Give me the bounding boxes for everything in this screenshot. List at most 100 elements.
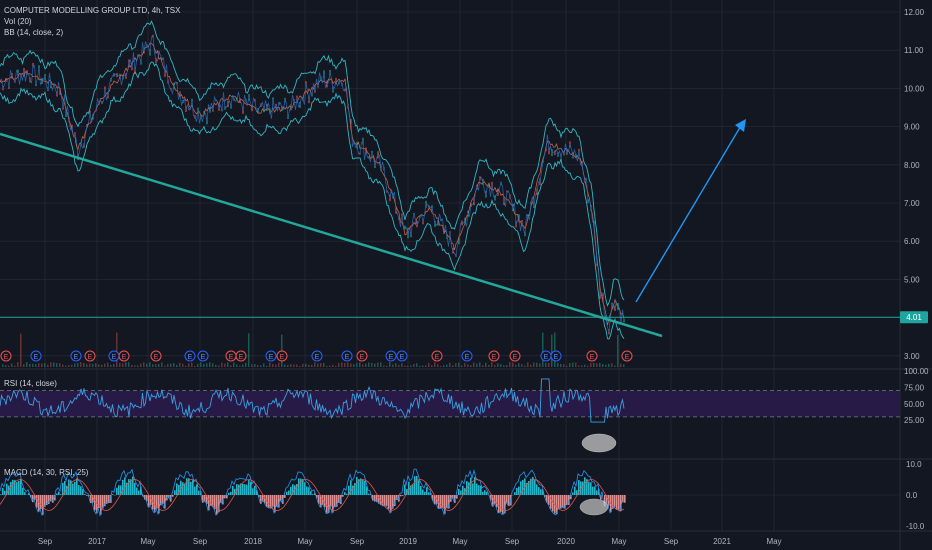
earnings-marker[interactable] bbox=[265, 350, 277, 362]
volume-bar bbox=[332, 364, 334, 367]
earnings-marker[interactable] bbox=[197, 350, 209, 362]
macd-histogram-bar bbox=[384, 495, 386, 507]
macd-histogram-bar bbox=[494, 495, 496, 505]
volume-bar bbox=[401, 363, 403, 367]
macd-histogram-bar bbox=[540, 489, 542, 495]
macd-histogram-bar bbox=[364, 480, 366, 495]
volume-bar bbox=[554, 332, 556, 367]
earnings-marker[interactable] bbox=[509, 350, 521, 362]
earnings-marker[interactable] bbox=[621, 350, 633, 362]
macd-histogram-bar bbox=[334, 495, 336, 508]
macd-histogram-bar bbox=[594, 486, 596, 495]
macd-histogram-bar bbox=[538, 487, 540, 495]
macd-histogram-bar bbox=[552, 495, 554, 512]
rsi-pane[interactable] bbox=[0, 378, 900, 453]
volume-bar bbox=[533, 362, 535, 367]
volume-bar bbox=[539, 363, 541, 367]
volume-bar bbox=[173, 363, 175, 367]
macd-histogram-bar bbox=[276, 495, 278, 507]
earnings-marker-label: E bbox=[465, 354, 470, 361]
macd-histogram-bar bbox=[66, 485, 68, 495]
earnings-marker[interactable] bbox=[356, 350, 368, 362]
earnings-marker[interactable] bbox=[431, 350, 443, 362]
volume-bar bbox=[287, 365, 289, 367]
volume-bar bbox=[185, 365, 187, 367]
volume-bar bbox=[233, 362, 235, 367]
volume-bar bbox=[152, 364, 154, 367]
earnings-marker-label: E bbox=[4, 354, 9, 361]
earnings-marker[interactable] bbox=[276, 350, 288, 362]
macd-histogram-bar bbox=[526, 482, 528, 495]
macd-histogram-bar bbox=[620, 495, 622, 512]
macd-histogram-bar bbox=[380, 495, 382, 505]
rsi-highlight-ellipse[interactable] bbox=[581, 433, 617, 453]
earnings-marker[interactable] bbox=[118, 350, 130, 362]
macd-histogram-bar bbox=[576, 490, 578, 495]
earnings-marker-label: E bbox=[112, 354, 117, 361]
earnings-marker[interactable] bbox=[586, 350, 598, 362]
macd-histogram-bar bbox=[546, 495, 548, 503]
earnings-marker[interactable] bbox=[396, 350, 408, 362]
volume-bar bbox=[101, 364, 103, 367]
earnings-marker[interactable] bbox=[84, 350, 96, 362]
macd-histogram-bar bbox=[70, 480, 72, 495]
earnings-marker-label: E bbox=[188, 354, 193, 361]
earnings-marker[interactable] bbox=[184, 350, 196, 362]
earnings-marker[interactable] bbox=[385, 350, 397, 362]
macd-histogram-bar bbox=[530, 478, 532, 495]
earnings-marker[interactable] bbox=[488, 350, 500, 362]
descending-trendline[interactable] bbox=[0, 132, 663, 338]
volume-bar bbox=[311, 364, 313, 367]
volume-bar bbox=[404, 365, 406, 367]
earnings-marker[interactable] bbox=[150, 350, 162, 362]
volume-bar bbox=[125, 362, 127, 367]
macd-histogram-bar bbox=[260, 495, 262, 504]
earnings-marker[interactable] bbox=[30, 350, 42, 362]
volume-bar bbox=[182, 363, 184, 367]
earnings-marker-label: E bbox=[345, 354, 350, 361]
volume-bar bbox=[206, 363, 208, 367]
macd-histogram-bar bbox=[376, 495, 378, 503]
macd-histogram-bar bbox=[472, 483, 474, 495]
volume-bar bbox=[488, 364, 490, 367]
earnings-marker[interactable] bbox=[311, 350, 323, 362]
macd-histogram-bar bbox=[302, 479, 304, 495]
earnings-marker[interactable] bbox=[235, 350, 247, 362]
macd-histogram-bar bbox=[36, 495, 38, 508]
macd-histogram-bar bbox=[446, 495, 448, 508]
macd-histogram-bar bbox=[478, 485, 480, 495]
time-axis-label: Sep bbox=[193, 537, 208, 546]
volume-bar bbox=[299, 365, 301, 367]
chart-title: COMPUTER MODELLING GROUP LTD, 4h, TSX bbox=[4, 6, 181, 15]
earnings-marker[interactable] bbox=[461, 350, 473, 362]
macd-histogram-bar bbox=[60, 494, 62, 495]
macd-histogram-bar bbox=[528, 481, 530, 495]
volume-bar bbox=[494, 364, 496, 367]
earnings-marker[interactable] bbox=[70, 350, 82, 362]
macd-histogram-bar bbox=[344, 492, 346, 495]
earnings-marker[interactable] bbox=[550, 350, 562, 362]
volume-bar bbox=[410, 365, 412, 367]
macd-histogram-bar bbox=[298, 478, 300, 495]
projection-arrow[interactable] bbox=[635, 123, 743, 303]
macd-highlight-ellipse[interactable] bbox=[579, 498, 609, 516]
macd-histogram-bar bbox=[468, 482, 470, 495]
macd-histogram-bar bbox=[254, 485, 256, 495]
earnings-marker[interactable] bbox=[0, 350, 12, 362]
macd-histogram-bar bbox=[132, 476, 134, 495]
time-axis-label: Sep bbox=[38, 537, 53, 546]
volume-bar bbox=[548, 362, 550, 367]
earnings-marker[interactable] bbox=[341, 350, 353, 362]
volume-bar bbox=[266, 365, 268, 367]
volume-bar bbox=[146, 363, 148, 367]
macd-histogram-bar bbox=[186, 478, 188, 495]
volume-bar bbox=[134, 365, 136, 367]
volume-bar bbox=[368, 362, 370, 367]
macd-pane[interactable] bbox=[0, 468, 900, 517]
macd-histogram-bar bbox=[622, 495, 624, 503]
volume-bar bbox=[98, 364, 100, 367]
macd-histogram-bar bbox=[4, 490, 6, 495]
